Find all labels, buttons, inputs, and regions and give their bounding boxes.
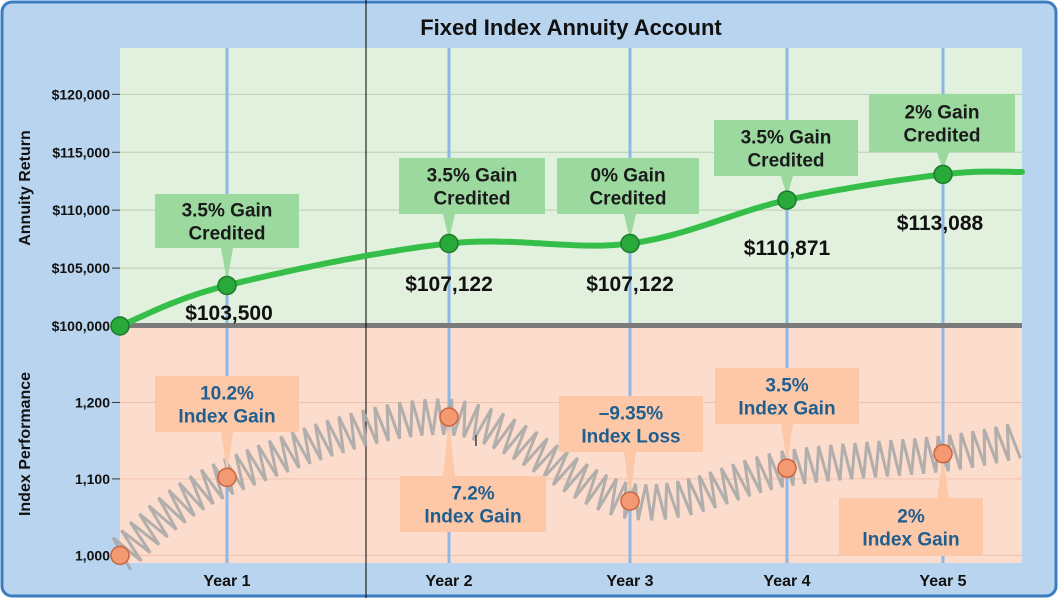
index-callout-text: 10.2% — [200, 384, 254, 405]
index-tick-label: 1,100 — [75, 471, 110, 487]
index-callout-text: –9.35% — [599, 404, 664, 425]
index-point — [620, 491, 640, 511]
index-callout: 7.2%Index Gain — [400, 420, 546, 532]
index-callout-pointer — [221, 432, 233, 474]
index-callout-pointer — [624, 452, 636, 498]
index-callout: –9.35%Index Loss — [559, 396, 703, 498]
index-callout-text: Index Gain — [862, 530, 959, 551]
annuity-callout-text: 0% Gain — [591, 166, 666, 187]
text-cursor-icon: I — [474, 433, 478, 450]
index-callout: 2%Index Gain — [839, 457, 983, 556]
annuity-tick-label: $110,000 — [52, 202, 110, 218]
index-point — [439, 407, 459, 427]
index-callout-text: 7.2% — [451, 484, 494, 505]
index-callout-text: 3.5% — [765, 376, 808, 397]
annuity-tick-labels: $100,000 $105,000 $110,000 $115,000 $120,000 — [52, 86, 120, 334]
index-callout-pointer — [937, 457, 949, 498]
year-tick-labels: Year 1 Year 2 Year 3 Year 4 Year 5 — [203, 573, 966, 590]
annuity-tick-label: $115,000 — [52, 144, 110, 160]
index-callout-text: Index Gain — [738, 399, 835, 420]
index-callout-pointer — [443, 420, 455, 476]
index-callout-box — [400, 476, 546, 532]
index-point — [933, 443, 953, 464]
annuity-axis-title: Annuity Return — [17, 130, 34, 246]
year-tick-label: Year 3 — [606, 573, 653, 590]
annuity-callout-text: 3.5% Gain — [182, 201, 273, 222]
index-point — [217, 467, 237, 488]
annuity-callout-text: Credited — [188, 224, 265, 245]
index-callout: 10.2%Index Gain — [155, 376, 299, 474]
annuity-callout-pointer — [624, 214, 636, 240]
annuity-value-label: $110,871 — [744, 237, 831, 260]
annuity-callout-pointer — [443, 214, 455, 240]
annuity-tick-label: $100,000 — [52, 318, 111, 334]
index-axis-title: Index Performance — [17, 372, 34, 516]
annuity-callout-text: Credited — [589, 189, 666, 210]
annuity-tick-label: $120,000 — [52, 86, 111, 102]
annuity-callout-text: 3.5% Gain — [741, 128, 832, 149]
index-callout: 3.5%Index Gain — [715, 368, 859, 465]
annuity-point — [933, 164, 953, 185]
index-callout-box — [839, 498, 983, 556]
annuity-callout-box — [557, 158, 699, 214]
index-callout-text: Index Gain — [178, 407, 275, 428]
annuity-callout-text: Credited — [747, 151, 824, 172]
annuity-point — [777, 190, 797, 210]
annuity-callout-text: Credited — [433, 189, 510, 210]
annuity-value-label: $107,122 — [586, 273, 674, 296]
index-tick-label: 1,000 — [75, 547, 110, 563]
year-tick-label: Year 4 — [763, 573, 810, 590]
annuity-point — [110, 316, 130, 336]
index-callout-box — [715, 368, 859, 424]
annuity-point — [620, 233, 640, 254]
index-callout-text: Index Loss — [581, 427, 680, 448]
annuity-callout-box — [155, 194, 299, 248]
annuity-callout-box — [869, 94, 1015, 152]
annuity-tick-label: $105,000 — [52, 260, 111, 276]
index-point — [110, 545, 130, 566]
annuity-callout-text: 3.5% Gain — [427, 166, 518, 187]
annuity-callout-pointer — [781, 176, 793, 197]
annuity-point — [217, 275, 237, 296]
chart-title: Fixed Index Annuity Account — [420, 15, 722, 40]
annuity-value-label: $103,500 — [185, 302, 273, 325]
index-tick-label: 1,200 — [75, 394, 110, 410]
index-callout-box — [155, 376, 299, 432]
annuity-callout-pointer — [937, 152, 949, 171]
panel-divider — [120, 323, 1022, 328]
annuity-value-label: $113,088 — [897, 212, 984, 235]
annuity-callout-pointer — [221, 248, 233, 282]
annuity-callout-box — [399, 158, 545, 214]
index-callout-box — [559, 396, 703, 452]
year-tick-label: Year 1 — [203, 573, 250, 590]
annuity-callout-box — [714, 120, 858, 176]
index-callout-text: Index Gain — [424, 507, 521, 528]
index-point — [777, 458, 797, 478]
year-tick-label: Year 5 — [919, 573, 966, 590]
annuity-callout-text: Credited — [903, 126, 980, 147]
index-callout-text: 2% — [897, 507, 925, 528]
annuity-value-label: $107,122 — [405, 273, 493, 296]
annuity-callout-text: 2% Gain — [905, 103, 980, 124]
index-callout-pointer — [781, 424, 793, 465]
year-tick-label: Year 2 — [425, 573, 472, 590]
annuity-point — [439, 233, 459, 254]
